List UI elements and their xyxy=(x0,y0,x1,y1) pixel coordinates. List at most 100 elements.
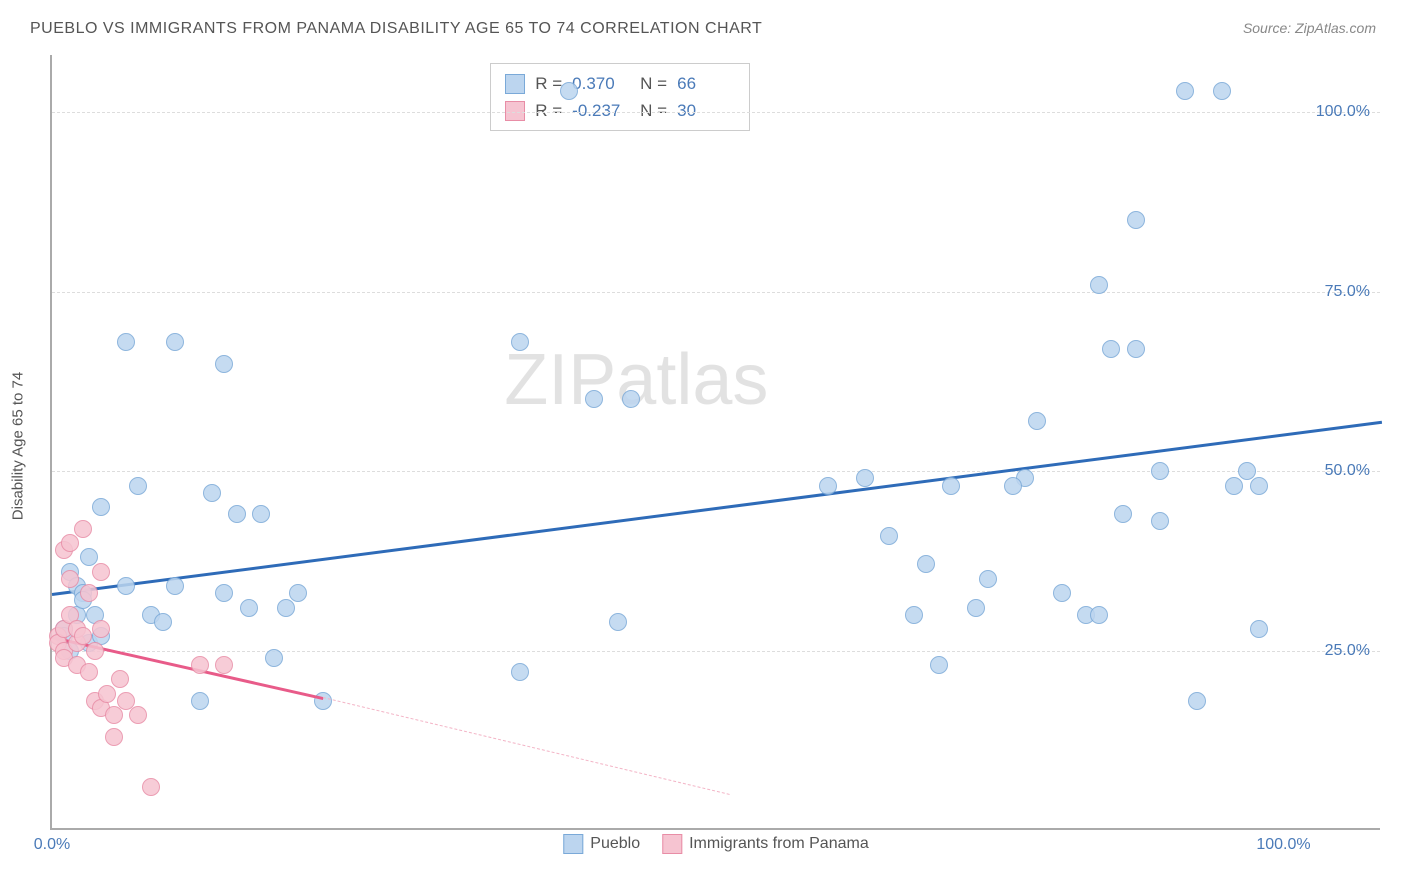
data-point xyxy=(314,692,332,710)
data-point xyxy=(609,613,627,631)
data-point xyxy=(1188,692,1206,710)
data-point xyxy=(74,520,92,538)
data-point xyxy=(979,570,997,588)
data-point xyxy=(585,390,603,408)
data-point xyxy=(191,656,209,674)
data-point xyxy=(154,613,172,631)
stats-legend-box: R = 0.370 N = 66 R = -0.237 N = 30 xyxy=(490,63,750,131)
data-point xyxy=(142,778,160,796)
legend-label: Immigrants from Panama xyxy=(689,835,869,853)
watermark: ZIPatlas xyxy=(504,339,768,421)
bottom-legend: Pueblo Immigrants from Panama xyxy=(563,834,868,854)
data-point xyxy=(1102,340,1120,358)
data-point xyxy=(1090,276,1108,294)
data-point xyxy=(105,706,123,724)
stats-row: R = 0.370 N = 66 xyxy=(505,70,735,97)
legend-swatch-icon xyxy=(563,834,583,854)
data-point xyxy=(191,692,209,710)
xtick-label: 0.0% xyxy=(34,836,70,854)
gridline xyxy=(52,112,1380,113)
data-point xyxy=(1213,82,1231,100)
data-point xyxy=(92,498,110,516)
data-point xyxy=(166,333,184,351)
data-point xyxy=(129,706,147,724)
data-point xyxy=(92,620,110,638)
data-point xyxy=(511,663,529,681)
data-point xyxy=(856,469,874,487)
data-point xyxy=(905,606,923,624)
ytick-label: 25.0% xyxy=(1325,642,1370,660)
trend-line xyxy=(323,697,730,795)
stats-n-value: 66 xyxy=(677,70,735,97)
legend-item-pueblo: Pueblo xyxy=(563,834,640,854)
data-point xyxy=(289,584,307,602)
stats-n-label: N = xyxy=(640,70,667,97)
data-point xyxy=(1053,584,1071,602)
data-point xyxy=(215,355,233,373)
data-point xyxy=(80,584,98,602)
data-point xyxy=(129,477,147,495)
ytick-label: 75.0% xyxy=(1325,283,1370,301)
data-point xyxy=(1151,512,1169,530)
data-point xyxy=(111,670,129,688)
stats-n-value: 30 xyxy=(677,97,735,124)
data-point xyxy=(1250,477,1268,495)
legend-swatch-icon xyxy=(505,74,525,94)
data-point xyxy=(1250,620,1268,638)
data-point xyxy=(252,505,270,523)
data-point xyxy=(92,563,110,581)
data-point xyxy=(1176,82,1194,100)
stats-row: R = -0.237 N = 30 xyxy=(505,97,735,124)
data-point xyxy=(215,656,233,674)
chart-title: PUEBLO VS IMMIGRANTS FROM PANAMA DISABIL… xyxy=(30,20,762,38)
data-point xyxy=(1090,606,1108,624)
data-point xyxy=(117,577,135,595)
data-point xyxy=(277,599,295,617)
data-point xyxy=(1225,477,1243,495)
data-point xyxy=(1127,211,1145,229)
data-point xyxy=(511,333,529,351)
data-point xyxy=(560,82,578,100)
ytick-label: 50.0% xyxy=(1325,462,1370,480)
legend-swatch-icon xyxy=(505,101,525,121)
stats-r-value: -0.237 xyxy=(572,97,630,124)
stats-r-label: R = xyxy=(535,97,562,124)
data-point xyxy=(265,649,283,667)
data-point xyxy=(930,656,948,674)
data-point xyxy=(117,333,135,351)
data-point xyxy=(105,728,123,746)
data-point xyxy=(1127,340,1145,358)
source-attribution: Source: ZipAtlas.com xyxy=(1243,20,1376,36)
ytick-label: 100.0% xyxy=(1316,103,1370,121)
legend-swatch-icon xyxy=(662,834,682,854)
data-point xyxy=(240,599,258,617)
data-point xyxy=(228,505,246,523)
data-point xyxy=(1151,462,1169,480)
data-point xyxy=(61,534,79,552)
stats-r-label: R = xyxy=(535,70,562,97)
data-point xyxy=(166,577,184,595)
gridline xyxy=(52,471,1380,472)
gridline xyxy=(52,651,1380,652)
legend-item-immigrants: Immigrants from Panama xyxy=(662,834,869,854)
plot-area: ZIPatlas R =0.370N =66R =-0.237N =30 Pue… xyxy=(50,55,1380,830)
data-point xyxy=(967,599,985,617)
y-axis-label: Disability Age 65 to 74 xyxy=(10,372,27,520)
data-point xyxy=(942,477,960,495)
chart-container: PUEBLO VS IMMIGRANTS FROM PANAMA DISABIL… xyxy=(0,0,1406,892)
data-point xyxy=(86,642,104,660)
stats-n-label: N = xyxy=(640,97,667,124)
data-point xyxy=(1004,477,1022,495)
data-point xyxy=(880,527,898,545)
stats-r-value: 0.370 xyxy=(572,70,630,97)
data-point xyxy=(80,663,98,681)
trend-line xyxy=(52,421,1382,596)
gridline xyxy=(52,292,1380,293)
data-point xyxy=(622,390,640,408)
data-point xyxy=(819,477,837,495)
data-point xyxy=(215,584,233,602)
legend-label: Pueblo xyxy=(590,835,640,853)
data-point xyxy=(98,685,116,703)
data-point xyxy=(203,484,221,502)
data-point xyxy=(917,555,935,573)
